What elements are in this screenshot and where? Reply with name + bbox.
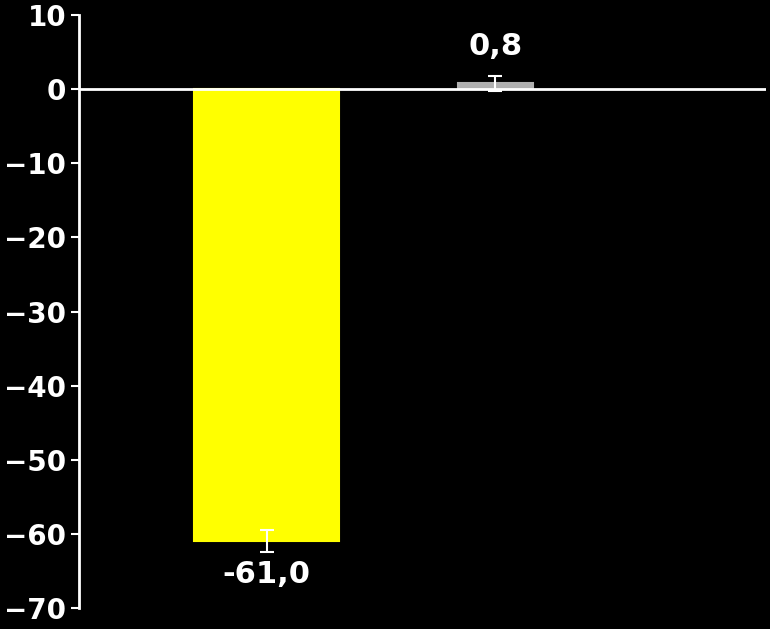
Text: -61,0: -61,0 — [223, 560, 310, 589]
Text: 0,8: 0,8 — [468, 32, 523, 61]
Bar — [194, 89, 340, 541]
Bar — [458, 83, 533, 89]
